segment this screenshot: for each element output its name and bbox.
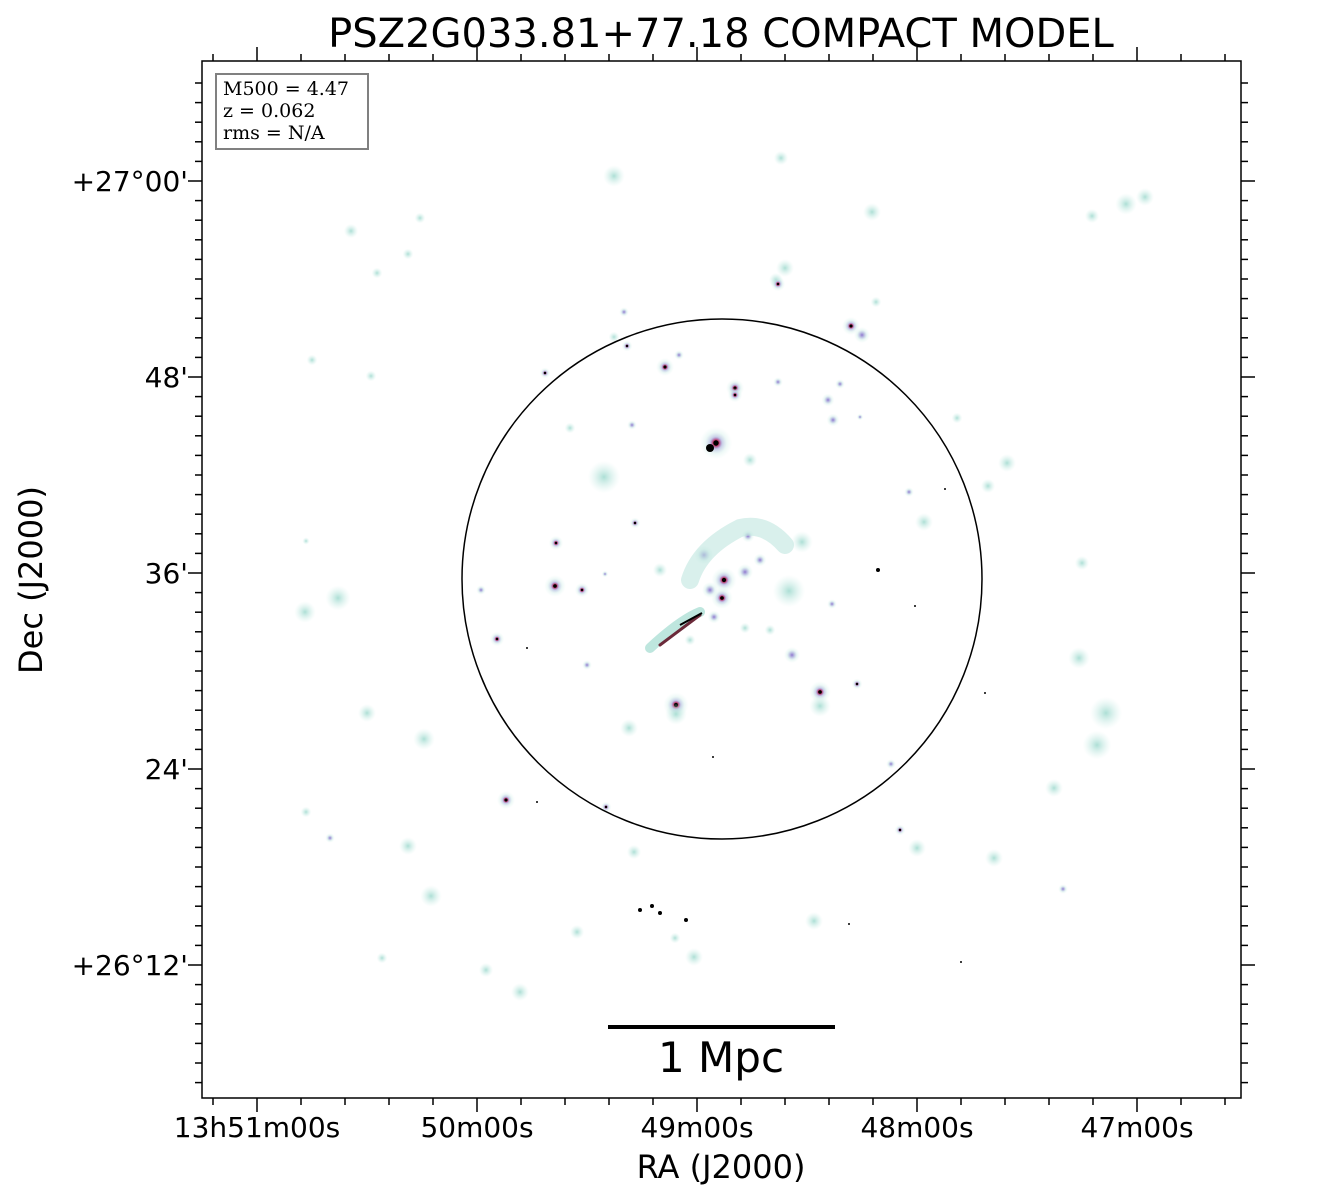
ra-tick-label: 47m00s xyxy=(1080,1111,1193,1144)
scale-bar-label: 1 Mpc xyxy=(658,1033,784,1082)
dec-tick-label: +26°12' xyxy=(72,949,188,982)
ra-tick-label: 50m00s xyxy=(420,1111,533,1144)
radio-sources xyxy=(294,150,1154,1001)
plot-title: PSZ2G033.81+77.18 COMPACT MODEL xyxy=(328,11,1114,57)
dec-tick-label: 36' xyxy=(145,557,188,590)
ra-tick-labels: 13h51m00s 50m00s 49m00s 48m00s 47m00s xyxy=(174,1111,1194,1144)
scale-bar: 1 Mpc xyxy=(608,1025,835,1082)
x-axis-label: RA (J2000) xyxy=(637,1148,806,1186)
y-axis-label: Dec (J2000) xyxy=(12,486,50,674)
dec-tick-label: +27°00' xyxy=(72,165,188,198)
ra-tick-label: 48m00s xyxy=(860,1111,973,1144)
dec-tick-label: 24' xyxy=(145,753,188,786)
info-redshift: z = 0.062 xyxy=(223,100,315,122)
r500-circle xyxy=(461,318,983,840)
dec-tick-label: 48' xyxy=(145,361,188,394)
ra-tick-label: 13h51m00s xyxy=(174,1111,341,1144)
info-box: M500 = 4.47 z = 0.062 rms = N/A xyxy=(215,73,369,150)
diffuse-emission xyxy=(645,517,794,653)
info-mass: M500 = 4.47 xyxy=(223,78,349,100)
ra-tick-label: 49m00s xyxy=(640,1111,753,1144)
dec-tick-labels: +27°00' 48' 36' 24' +26°12' xyxy=(72,165,188,982)
axis-ticks xyxy=(188,47,1255,1112)
info-rms: rms = N/A xyxy=(223,122,325,144)
